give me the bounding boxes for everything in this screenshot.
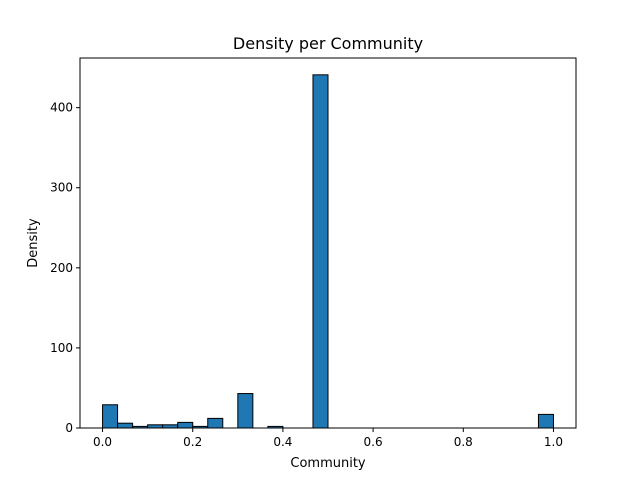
y-axis-label: Density	[26, 218, 41, 268]
y-tick-label: 100	[50, 341, 73, 355]
chart-title: Density per Community	[233, 34, 423, 53]
histogram-bar	[207, 417, 224, 429]
x-tick-label: 1.0	[544, 435, 563, 449]
x-tick-label: 0.8	[454, 435, 473, 449]
histogram-bar	[237, 393, 254, 429]
histogram-bar	[537, 413, 554, 429]
x-tick-label: 0.2	[183, 435, 202, 449]
y-axis-ticks: 0 100 200 300 400	[50, 101, 80, 435]
y-tick-label: 400	[50, 101, 73, 115]
y-tick-label: 200	[50, 261, 73, 275]
y-tick-label: 300	[50, 181, 73, 195]
x-tick-label: 0.4	[273, 435, 292, 449]
histogram-bar	[117, 422, 134, 429]
plot-area-frame	[79, 57, 577, 429]
x-axis-ticks: 0.0 0.2 0.4 0.6 0.8 1.0	[93, 428, 563, 449]
x-tick-label: 0.6	[364, 435, 383, 449]
histogram-bar	[177, 421, 194, 429]
y-tick-label: 0	[65, 421, 73, 435]
bars-group	[102, 74, 554, 429]
histogram-bar	[312, 74, 329, 429]
x-axis-label: Community	[290, 456, 366, 471]
histogram-bar	[102, 404, 119, 429]
x-tick-label: 0.0	[93, 435, 112, 449]
